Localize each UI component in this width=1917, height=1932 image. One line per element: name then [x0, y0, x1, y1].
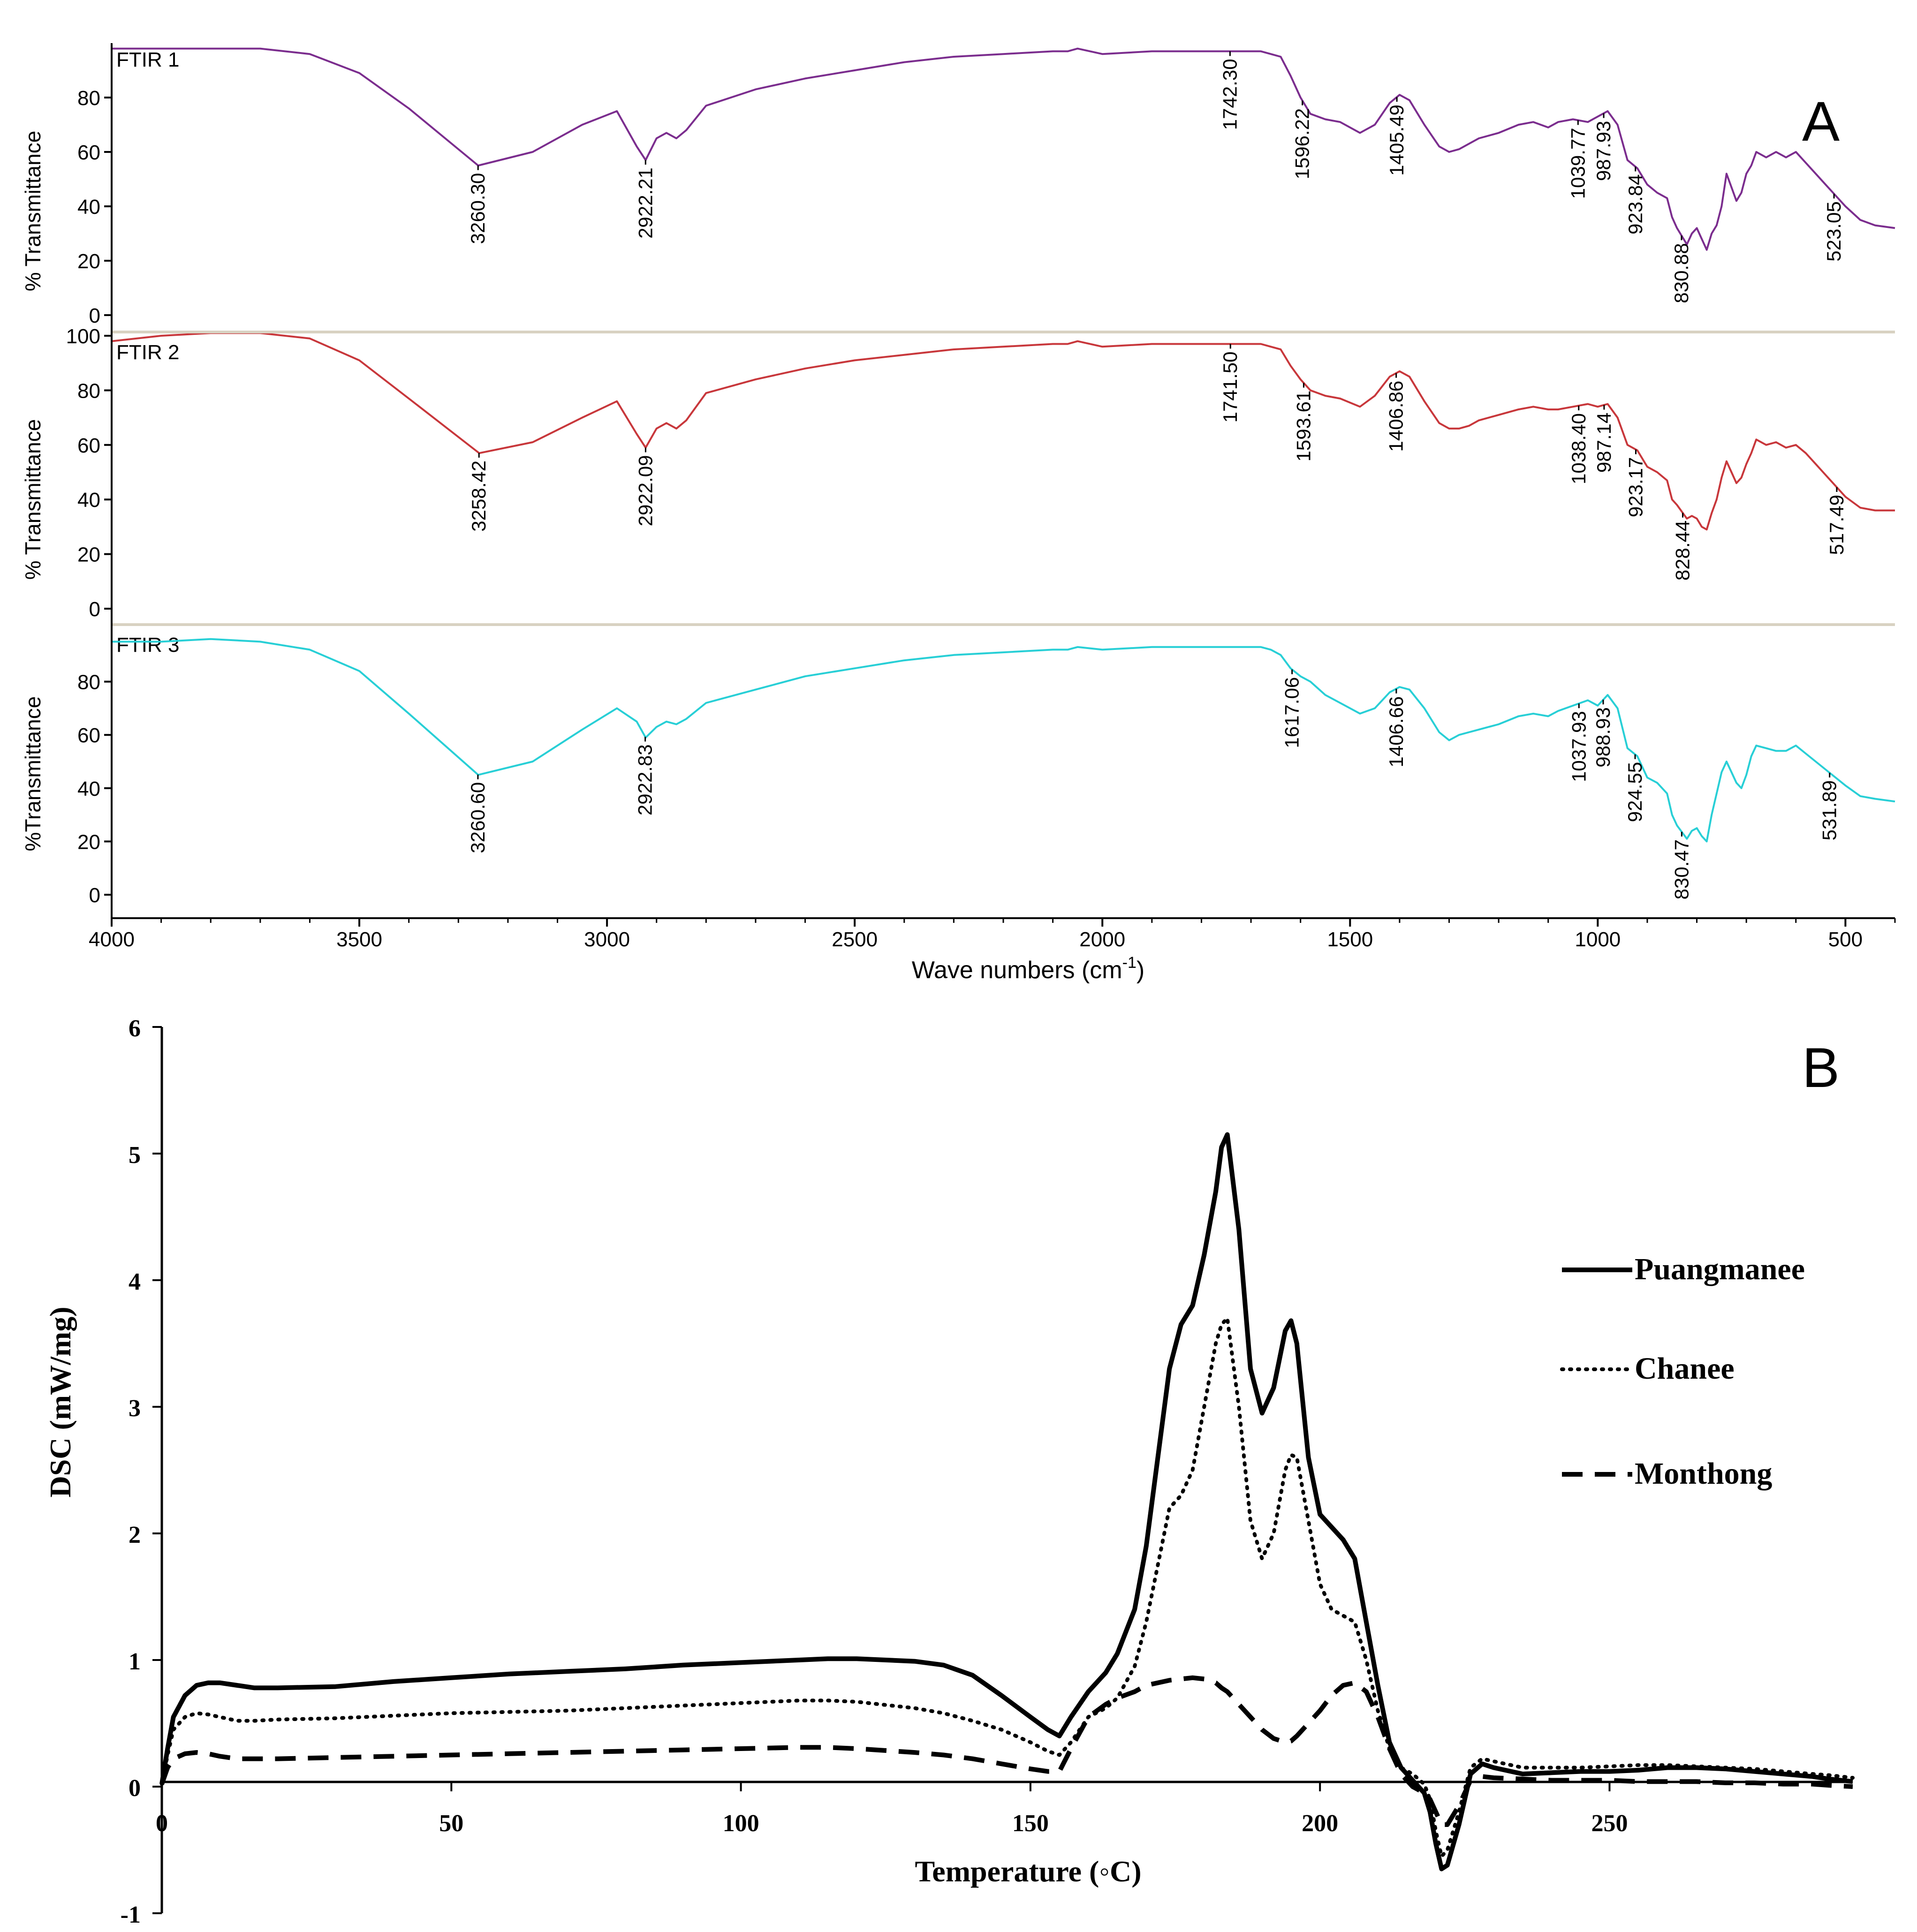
- ftir2-peak-label: 517.49: [1826, 495, 1848, 555]
- panel-a-ftir: FTIR 1 0 20 40 60 80 3260.30 2922.21 1742.30 1596…: [21, 43, 1896, 984]
- ftir3-peak-label: 1617.06: [1281, 677, 1303, 748]
- ftir1-peak-label: 1742.30: [1219, 59, 1241, 130]
- dsc-y-tick-label: 2: [129, 1522, 141, 1548]
- dsc-x-tick-label: 0: [156, 1810, 168, 1837]
- ftir3-y-axis-label: %Transmittance: [21, 696, 45, 852]
- dsc-x-tick-label: 200: [1302, 1810, 1338, 1837]
- dsc-y-tick-label: 4: [129, 1268, 141, 1295]
- legend-label-puangmanee: Puangmanee: [1635, 1252, 1805, 1286]
- ftir2-panel: FTIR 2 0 20 40 60 80 100 3258.42 2922.09 1741.50 1…: [66, 325, 1895, 621]
- ftir1-y-tick-label: 60: [77, 141, 100, 164]
- dsc-y-tick-label: -1: [121, 1902, 141, 1928]
- dsc-line-chanee: [160, 1316, 1855, 1858]
- ftir3-peak-label: 1406.66: [1385, 696, 1407, 768]
- ftir2-y-tick-label: 80: [77, 379, 100, 402]
- ftir-x-axis-label: Wave numbers (cm-1): [912, 954, 1144, 984]
- ftir1-y-tick-label: 20: [77, 250, 100, 273]
- ftir3-y-tick-label: 60: [77, 724, 100, 747]
- panel-b-dsc: -1 0 1 2 3 4 5 6 0 50 100 150 200 250 Temperature (◦C…: [44, 1015, 1855, 1928]
- dsc-ticks: -1 0 1 2 3 4 5 6 0 50 100 150 200 250: [121, 1015, 1628, 1928]
- dsc-legend: Puangmanee Chanee Monthong: [1560, 1252, 1805, 1491]
- ftir2-y-tick-label: 40: [77, 489, 100, 512]
- dsc-y-axis-label: DSC (mW/mg): [44, 1306, 77, 1497]
- ftir1-panel: FTIR 1 0 20 40 60 80 3260.30 2922.21 1742.30 1596…: [77, 47, 1895, 327]
- ftir3-y-tick-label: 40: [77, 777, 100, 800]
- ftir3-peak-label: 2922.83: [634, 744, 656, 815]
- ftir3-title: FTIR 3: [116, 634, 179, 657]
- ftir-x-tick-label: 500: [1828, 928, 1863, 951]
- ftir3-y-tick-label: 20: [77, 830, 100, 853]
- dsc-y-tick-label: 5: [129, 1142, 141, 1169]
- ftir2-peak-label: 923.17: [1625, 457, 1647, 517]
- ftir2-peak-label: 987.14: [1593, 413, 1615, 473]
- ftir3-peak-label: 830.47: [1670, 839, 1692, 899]
- ftir1-peak-label: 830.88: [1670, 243, 1692, 303]
- ftir1-peak-label: 2922.21: [634, 167, 656, 239]
- dsc-x-tick-label: 150: [1012, 1810, 1049, 1837]
- ftir2-spectrum-line: [111, 332, 1895, 531]
- ftir3-panel: FTIR 3 0 20 40 60 80 3260.60 2922.83 1617.06 1406…: [77, 634, 1895, 907]
- ftir1-y-tick-label: 0: [89, 304, 100, 327]
- ftir2-y-axis-label: % Transmittance: [21, 419, 45, 580]
- ftir1-peak-label: 987.93: [1592, 121, 1614, 181]
- ftir2-peak-label: 1741.50: [1219, 352, 1241, 423]
- ftir2-title: FTIR 2: [116, 341, 179, 364]
- ftir1-y-tick-label: 40: [77, 196, 100, 219]
- ftir2-y-tick-label: 0: [89, 598, 100, 621]
- ftir-x-tick-label: 3500: [336, 928, 382, 951]
- ftir3-peak-label: 988.93: [1592, 707, 1614, 767]
- ftir-x-tick-label: 2500: [832, 928, 878, 951]
- panel-b-letter: B: [1802, 1036, 1840, 1099]
- ftir2-peak-label: 2922.09: [634, 455, 656, 527]
- legend-label-monthong: Monthong: [1635, 1457, 1772, 1491]
- ftir-x-tick-label: 1000: [1575, 928, 1621, 951]
- ftir1-peak-label: 1039.77: [1567, 128, 1589, 199]
- ftir1-spectrum-line: [112, 47, 1895, 251]
- ftir1-peak-label: 1405.49: [1386, 105, 1408, 176]
- ftir3-peak-label: 1037.93: [1568, 711, 1590, 782]
- ftir3-y-tick-label: 80: [77, 671, 100, 694]
- panel-a-letter: A: [1802, 90, 1840, 153]
- ftir-x-ticks: 4000 3500 3000 2500 2000 1500 1000 500: [89, 918, 1896, 951]
- dsc-y-tick-label: 0: [129, 1775, 141, 1802]
- ftir1-y-tick-label: 80: [77, 87, 100, 110]
- ftir2-y-tick-label: 60: [77, 434, 100, 457]
- ftir-x-tick-label: 3000: [584, 928, 630, 951]
- dsc-x-tick-label: 100: [723, 1810, 759, 1837]
- ftir3-peak-label: 924.55: [1624, 762, 1646, 822]
- ftir1-peak-label: 1596.22: [1291, 108, 1313, 180]
- ftir-x-tick-label: 1500: [1327, 928, 1373, 951]
- ftir-x-tick-label: 2000: [1079, 928, 1125, 951]
- dsc-x-tick-label: 50: [439, 1810, 463, 1837]
- ftir3-peak-label: 531.89: [1818, 780, 1841, 840]
- ftir2-peak-label: 1038.40: [1568, 413, 1590, 484]
- dsc-x-axis-label: Temperature (◦C): [915, 1855, 1141, 1888]
- ftir2-peak-label: 1406.86: [1385, 381, 1407, 452]
- ftir2-peak-label: 3258.42: [468, 460, 490, 532]
- dsc-series: [159, 1132, 1855, 1872]
- ftir2-peak-label: 1593.61: [1292, 391, 1314, 462]
- ftir1-y-axis-label: % Transmittance: [21, 131, 45, 292]
- ftir2-peak-label: 828.44: [1672, 521, 1694, 581]
- ftir2-y-tick-label: 100: [66, 325, 100, 348]
- dsc-y-tick-label: 6: [129, 1015, 141, 1042]
- dsc-line-monthong: [159, 1675, 1853, 1827]
- ftir-panels: FTIR 1 0 20 40 60 80 3260.30 2922.21 1742.30 1596…: [66, 47, 1895, 907]
- ftir2-y-tick-label: 20: [77, 543, 100, 566]
- ftir3-y-tick-label: 0: [89, 884, 100, 907]
- ftir1-peak-label: 923.84: [1624, 174, 1646, 234]
- ftir1-peak-label: 3260.30: [467, 173, 489, 244]
- dsc-x-tick-label: 250: [1591, 1810, 1628, 1837]
- dsc-y-tick-label: 3: [129, 1395, 141, 1422]
- ftir3-peak-label: 3260.60: [467, 782, 489, 853]
- ftir1-title: FTIR 1: [116, 48, 179, 71]
- ftir1-peak-label: 523.05: [1823, 201, 1845, 261]
- ftir3-spectrum-line: [112, 638, 1895, 843]
- legend-label-chanee: Chanee: [1635, 1351, 1735, 1386]
- ftir-x-tick-label: 4000: [89, 928, 135, 951]
- dsc-y-tick-label: 1: [129, 1648, 141, 1675]
- dsc-line-puangmanee: [159, 1132, 1853, 1872]
